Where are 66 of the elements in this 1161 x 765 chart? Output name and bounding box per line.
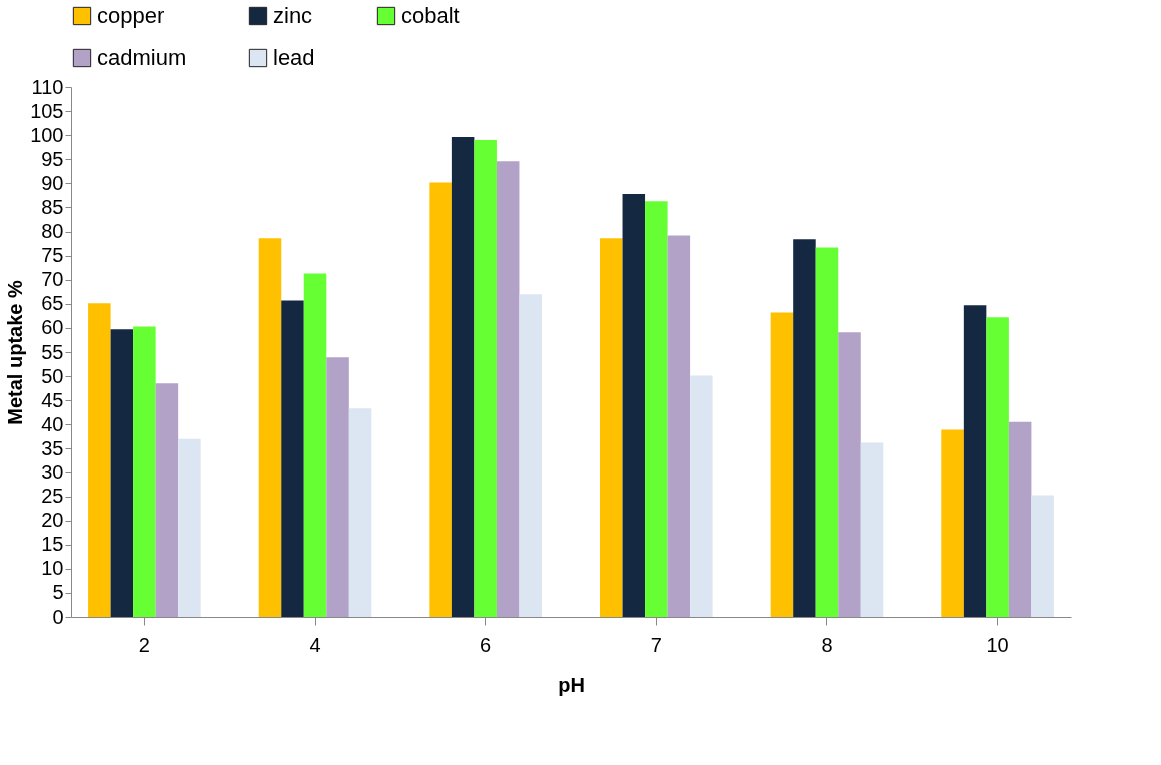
legend-label: cadmium bbox=[97, 45, 187, 70]
bar bbox=[645, 201, 668, 617]
x-tick-label: 4 bbox=[309, 633, 321, 656]
y-tick-label: 40 bbox=[41, 412, 64, 435]
y-tick-label: 10 bbox=[41, 557, 64, 580]
y-tick-label: 50 bbox=[41, 364, 64, 387]
x-tick-label: 2 bbox=[138, 633, 150, 656]
y-tick-label: 70 bbox=[41, 268, 64, 291]
legend-label: zinc bbox=[273, 3, 313, 28]
y-tick-label: 75 bbox=[41, 244, 64, 267]
y-tick-label: 100 bbox=[30, 123, 64, 146]
bar bbox=[155, 383, 179, 617]
y-tick-label: 85 bbox=[41, 195, 64, 218]
bar bbox=[348, 408, 372, 617]
bar bbox=[258, 238, 282, 617]
bar bbox=[1031, 495, 1054, 617]
x-axis-title: pH bbox=[558, 673, 585, 696]
y-axis-title: Metal uptake % bbox=[4, 280, 27, 425]
y-tick-label: 30 bbox=[41, 460, 64, 483]
x-tick-label: 7 bbox=[650, 633, 662, 656]
bar bbox=[667, 235, 691, 617]
bar bbox=[793, 239, 816, 617]
y-tick-label: 105 bbox=[30, 99, 64, 122]
bar bbox=[451, 137, 475, 617]
bar bbox=[690, 375, 713, 617]
bar bbox=[88, 303, 111, 617]
y-tick-label: 20 bbox=[41, 509, 64, 532]
y-tick-label: 0 bbox=[52, 605, 64, 628]
bar bbox=[622, 193, 646, 617]
y-tick-label: 15 bbox=[41, 533, 64, 556]
bar bbox=[600, 238, 623, 617]
bar bbox=[770, 312, 794, 617]
legend-label: copper bbox=[97, 3, 165, 28]
y-tick-label: 80 bbox=[41, 220, 64, 243]
y-tick-label: 65 bbox=[41, 292, 64, 315]
bar bbox=[860, 442, 884, 617]
y-tick-label: 35 bbox=[41, 436, 64, 459]
bar bbox=[963, 305, 987, 617]
y-tick-label: 5 bbox=[52, 581, 64, 604]
x-tick-label: 6 bbox=[480, 633, 492, 656]
x-tick-label: 8 bbox=[821, 633, 833, 656]
y-tick-label: 45 bbox=[41, 388, 64, 411]
bar bbox=[326, 357, 349, 617]
y-tick-label: 110 bbox=[31, 75, 64, 98]
y-tick-label: 90 bbox=[41, 171, 64, 194]
y-tick-label: 95 bbox=[41, 147, 64, 170]
bar bbox=[815, 247, 839, 617]
legend-label: lead bbox=[273, 45, 315, 70]
bar bbox=[281, 300, 304, 617]
legend-label: cobalt bbox=[401, 3, 460, 28]
y-tick-label: 55 bbox=[41, 340, 64, 363]
bar bbox=[986, 317, 1009, 617]
y-tick-label: 25 bbox=[41, 485, 64, 508]
bar bbox=[474, 140, 497, 617]
bar bbox=[110, 329, 134, 617]
x-tick-label: 10 bbox=[986, 633, 1009, 656]
y-tick-label: 60 bbox=[41, 316, 64, 339]
bar bbox=[838, 332, 861, 617]
bar bbox=[133, 326, 156, 617]
bar bbox=[178, 438, 201, 617]
bar bbox=[496, 161, 520, 617]
bar bbox=[941, 429, 964, 617]
bar bbox=[303, 273, 327, 617]
bar bbox=[519, 294, 542, 617]
bar bbox=[429, 182, 452, 617]
bar bbox=[1008, 421, 1032, 617]
